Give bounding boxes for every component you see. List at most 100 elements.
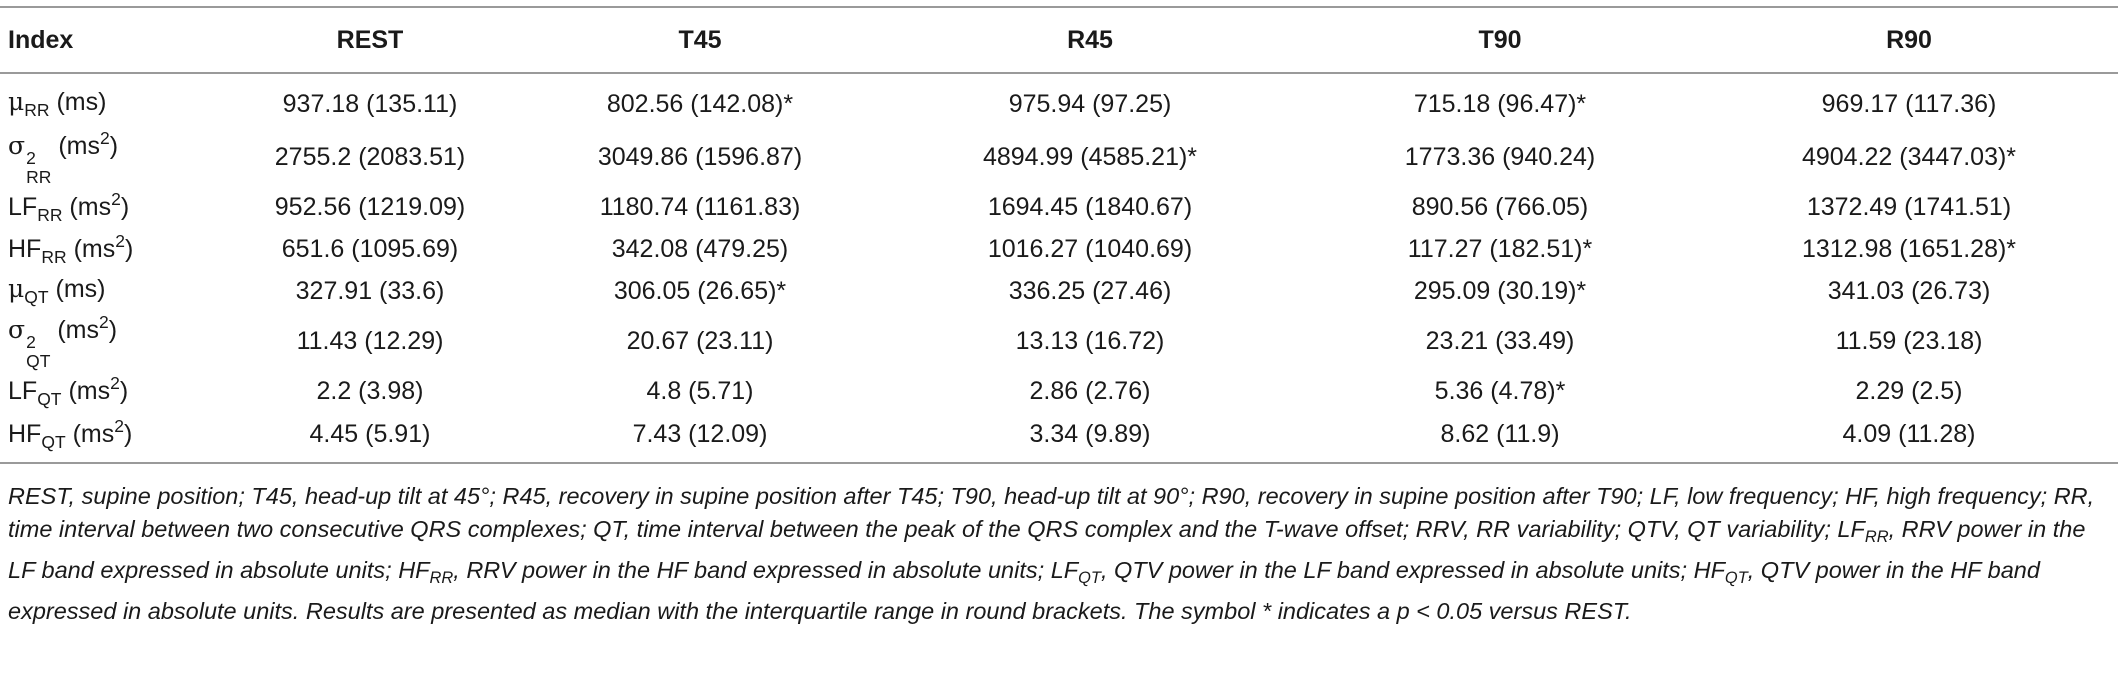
table-row: LFQT (ms2) 2.2 (3.98) 4.8 (5.71) 2.86 (2.76… <box>0 370 2118 412</box>
row-index-cell: HFQT (ms2) <box>0 412 220 463</box>
cell-rest: 952.56 (1219.09) <box>274 192 466 221</box>
footnote-lf-qt-text: , QTV power in the LF band expressed in … <box>1100 557 1694 583</box>
index-subscript: RR <box>24 100 50 120</box>
cell-t45: 3049.86 (1596.87) <box>597 142 803 171</box>
cell-t90: 8.62 (11.9) <box>1440 419 1560 448</box>
cell-r90: 2.29 (2.5) <box>1855 376 1963 405</box>
cell-t90: 295.09 (30.19)* <box>1413 276 1587 305</box>
footnote-lf-rr-text: , RRV power in the LF band expressed in … <box>8 516 2086 583</box>
table-row: HFRR (ms2) 651.6 (1095.69) 342.08 (479.25)… <box>0 228 2118 270</box>
table-row: μRR (ms) 937.18 (135.11) 802.56 (142.08)* 9… <box>0 73 2118 128</box>
cell-r45: 3.34 (9.89) <box>1029 419 1151 448</box>
cell-r45: 1694.45 (1840.67) <box>987 192 1193 221</box>
footnote-hf-rr-subscript: RR <box>429 569 454 587</box>
cell-t45: 1180.74 (1161.83) <box>599 192 801 221</box>
cell-rest: 2755.2 (2083.51) <box>274 142 466 171</box>
index-symbol: σ <box>8 315 26 344</box>
row-index-cell: μQT (ms) <box>0 270 220 312</box>
index-symbol: LF <box>8 376 38 405</box>
cell-t90: 5.36 (4.78)* <box>1434 376 1566 405</box>
cell-r90: 11.59 (23.18) <box>1835 326 1983 355</box>
footnote-hf-qt-symbol: HF <box>1693 557 1725 583</box>
row-index-cell: μRR (ms) <box>0 73 220 128</box>
cell-r90: 4904.22 (3447.03)* <box>1801 142 2017 171</box>
cell-t45: 342.08 (479.25) <box>611 234 789 263</box>
index-superscript: 2 <box>26 148 36 168</box>
footnote-hf-rr-text: , RRV power in the HF band expressed in … <box>453 557 1051 583</box>
index-unit: (ms <box>58 132 100 160</box>
index-symbol: μ <box>8 274 25 303</box>
index-unit-superscript: 2 <box>111 188 121 209</box>
index-unit: (ms) <box>56 88 107 116</box>
index-unit: (ms) <box>55 275 106 303</box>
footnote-lf-qt-subscript: QT <box>1078 569 1101 587</box>
footnote-hf-rr-symbol: HF <box>398 557 430 583</box>
cell-t45: 802.56 (142.08)* <box>606 89 794 118</box>
footnote-lf-qt-symbol: LF <box>1050 557 1079 583</box>
index-sup-sub-stack: 2 RR <box>26 148 52 187</box>
column-header-index: Index <box>0 6 220 74</box>
index-unit-close: ) <box>119 376 129 405</box>
index-unit-superscript: 2 <box>99 312 109 332</box>
cell-t45: 7.43 (12.09) <box>632 419 768 448</box>
cell-t90: 890.56 (766.05) <box>1411 192 1589 221</box>
cell-r45: 1016.27 (1040.69) <box>987 234 1193 263</box>
index-unit: (ms <box>69 192 112 221</box>
table-footnote: REST, supine position; T45, head-up tilt… <box>8 480 2108 628</box>
index-subscript: RR <box>37 204 63 225</box>
row-index-cell: σ 2 QT (ms2) <box>0 312 220 370</box>
cell-r90: 4.09 (11.28) <box>1842 419 1976 448</box>
column-header-t90: T90 <box>1300 6 1700 74</box>
index-sup-sub-stack: 2 QT <box>26 333 51 371</box>
index-unit: (ms <box>57 316 99 344</box>
column-header-t45: T45 <box>520 6 880 74</box>
cell-r45: 4894.99 (4585.21)* <box>982 142 1198 171</box>
index-unit: (ms <box>73 234 116 263</box>
index-unit-superscript: 2 <box>115 230 125 251</box>
column-header-rest: REST <box>220 6 520 74</box>
index-subscript: QT <box>26 350 51 371</box>
footnote-hf-qt-text: , QTV power in the HF band expressed in … <box>8 557 2040 624</box>
index-unit-close: ) <box>124 234 134 263</box>
table-row: LFRR (ms2) 952.56 (1219.09) 1180.74 (1161.… <box>0 186 2118 228</box>
cell-r90: 1312.98 (1651.28)* <box>1801 234 2017 263</box>
index-subscript: RR <box>41 246 67 267</box>
index-unit-superscript: 2 <box>99 128 110 148</box>
table-row: μQT (ms) 327.91 (33.6) 306.05 (26.65)* 336.… <box>0 270 2118 312</box>
index-symbol: μ <box>8 87 25 116</box>
cell-rest: 937.18 (135.11) <box>282 89 458 118</box>
index-unit: (ms <box>68 376 111 405</box>
cell-r45: 336.25 (27.46) <box>1008 276 1172 305</box>
cell-r45: 975.94 (97.25) <box>1008 89 1172 118</box>
column-header-r45: R45 <box>880 6 1300 74</box>
cell-r45: 2.86 (2.76) <box>1029 376 1151 405</box>
table-header-row: Index REST T45 R45 T90 R90 <box>0 6 2118 74</box>
cell-t90: 1773.36 (940.24) <box>1404 142 1596 171</box>
index-subscript: RR <box>26 166 52 187</box>
results-table: Index REST T45 R45 T90 R90 μRR (ms) 937.1… <box>0 6 2118 464</box>
table-row: HFQT (ms2) 4.45 (5.91) 7.43 (12.09) 3.34 (9… <box>0 412 2118 463</box>
index-unit-superscript: 2 <box>110 372 120 393</box>
cell-r45: 13.13 (16.72) <box>1015 326 1165 355</box>
footnote-hf-qt-subscript: QT <box>1724 569 1748 587</box>
cell-rest: 651.6 (1095.69) <box>281 234 459 263</box>
row-index-cell: LFQT (ms2) <box>0 370 220 412</box>
cell-rest: 4.45 (5.91) <box>309 419 431 448</box>
cell-t90: 117.27 (182.51)* <box>1407 234 1593 263</box>
row-index-cell: HFRR (ms2) <box>0 228 220 270</box>
index-symbol: LF <box>8 192 38 221</box>
index-subscript: QT <box>24 287 49 307</box>
index-unit-superscript: 2 <box>114 415 124 436</box>
cell-rest: 11.43 (12.29) <box>296 326 444 355</box>
footnote-abbreviations: REST, supine position; T45, head-up tilt… <box>8 483 2095 542</box>
cell-t90: 23.21 (33.49) <box>1425 326 1575 355</box>
index-unit-close: ) <box>108 316 118 344</box>
cell-t90: 715.18 (96.47)* <box>1413 89 1587 118</box>
index-unit-close: ) <box>123 419 133 448</box>
table-body: μRR (ms) 937.18 (135.11) 802.56 (142.08)* 9… <box>0 73 2118 463</box>
cell-r90: 1372.49 (1741.51) <box>1806 192 2012 221</box>
table-row: σ 2 RR (ms2) 2755.2 (2083.51) 3049.86 (1596.… <box>0 128 2118 186</box>
column-header-r90: R90 <box>1700 6 2118 74</box>
row-index-cell: σ 2 RR (ms2) <box>0 128 220 186</box>
